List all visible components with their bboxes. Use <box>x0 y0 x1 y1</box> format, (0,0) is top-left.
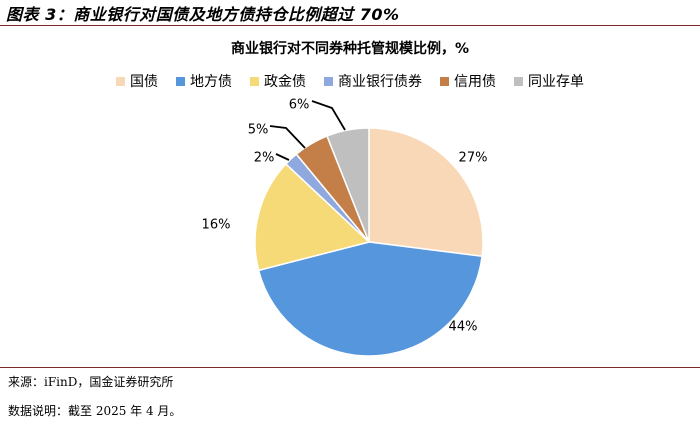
data-label: 6% <box>289 98 310 113</box>
pie-slice-guozhai <box>368 127 484 258</box>
legend-swatch <box>324 76 333 86</box>
pie-slice-tongyecundan <box>326 127 370 243</box>
legend-label: 政金债 <box>264 74 306 90</box>
legend-label: 信用债 <box>454 74 496 90</box>
legend-swatch <box>176 76 185 86</box>
bottom-rule <box>0 367 700 368</box>
data-label: 5% <box>248 123 269 138</box>
pie-slice-difangzhai <box>257 241 483 357</box>
data-label: 44% <box>449 320 478 335</box>
leader-line <box>275 153 290 161</box>
data-note: 数据说明：截至 2025 年 4 月。 <box>8 404 182 418</box>
leader-line <box>269 125 306 149</box>
legend-label: 同业存单 <box>528 74 584 90</box>
legend: 国债 地方债 政金债 商业银行债券 信用债 同业存单 <box>0 71 700 91</box>
legend-swatch <box>250 76 259 86</box>
legend-item-tongyecundan: 同业存单 <box>514 71 584 91</box>
legend-item-zhengjinzhai: 政金债 <box>250 71 306 91</box>
chart-title: 商业银行对不同券种托管规模比例，% <box>230 41 470 57</box>
figure-title: 图表 3：商业银行对国债及地方债持仓比例超过 70% <box>6 5 400 24</box>
data-label: 16% <box>202 218 231 233</box>
data-label: 27% <box>459 151 488 166</box>
legend-label: 商业银行债券 <box>338 74 422 90</box>
source-note: 来源：iFinD，国金证券研究所 <box>8 375 174 389</box>
top-rule <box>0 25 700 26</box>
data-label: 2% <box>254 151 275 166</box>
legend-item-shangyeyinhang: 商业银行债券 <box>324 71 422 91</box>
legend-item-guozhai: 国债 <box>116 71 158 91</box>
legend-label: 地方债 <box>190 74 232 90</box>
pie-slice-zhengjinzhai <box>254 162 371 272</box>
legend-swatch <box>116 76 125 86</box>
legend-swatch <box>514 76 523 86</box>
legend-item-xinyongzhai: 信用债 <box>440 71 496 91</box>
legend-label: 国债 <box>130 74 158 90</box>
legend-item-difangzhai: 地方债 <box>176 71 232 91</box>
legend-swatch <box>440 76 449 86</box>
leader-line <box>311 100 346 131</box>
